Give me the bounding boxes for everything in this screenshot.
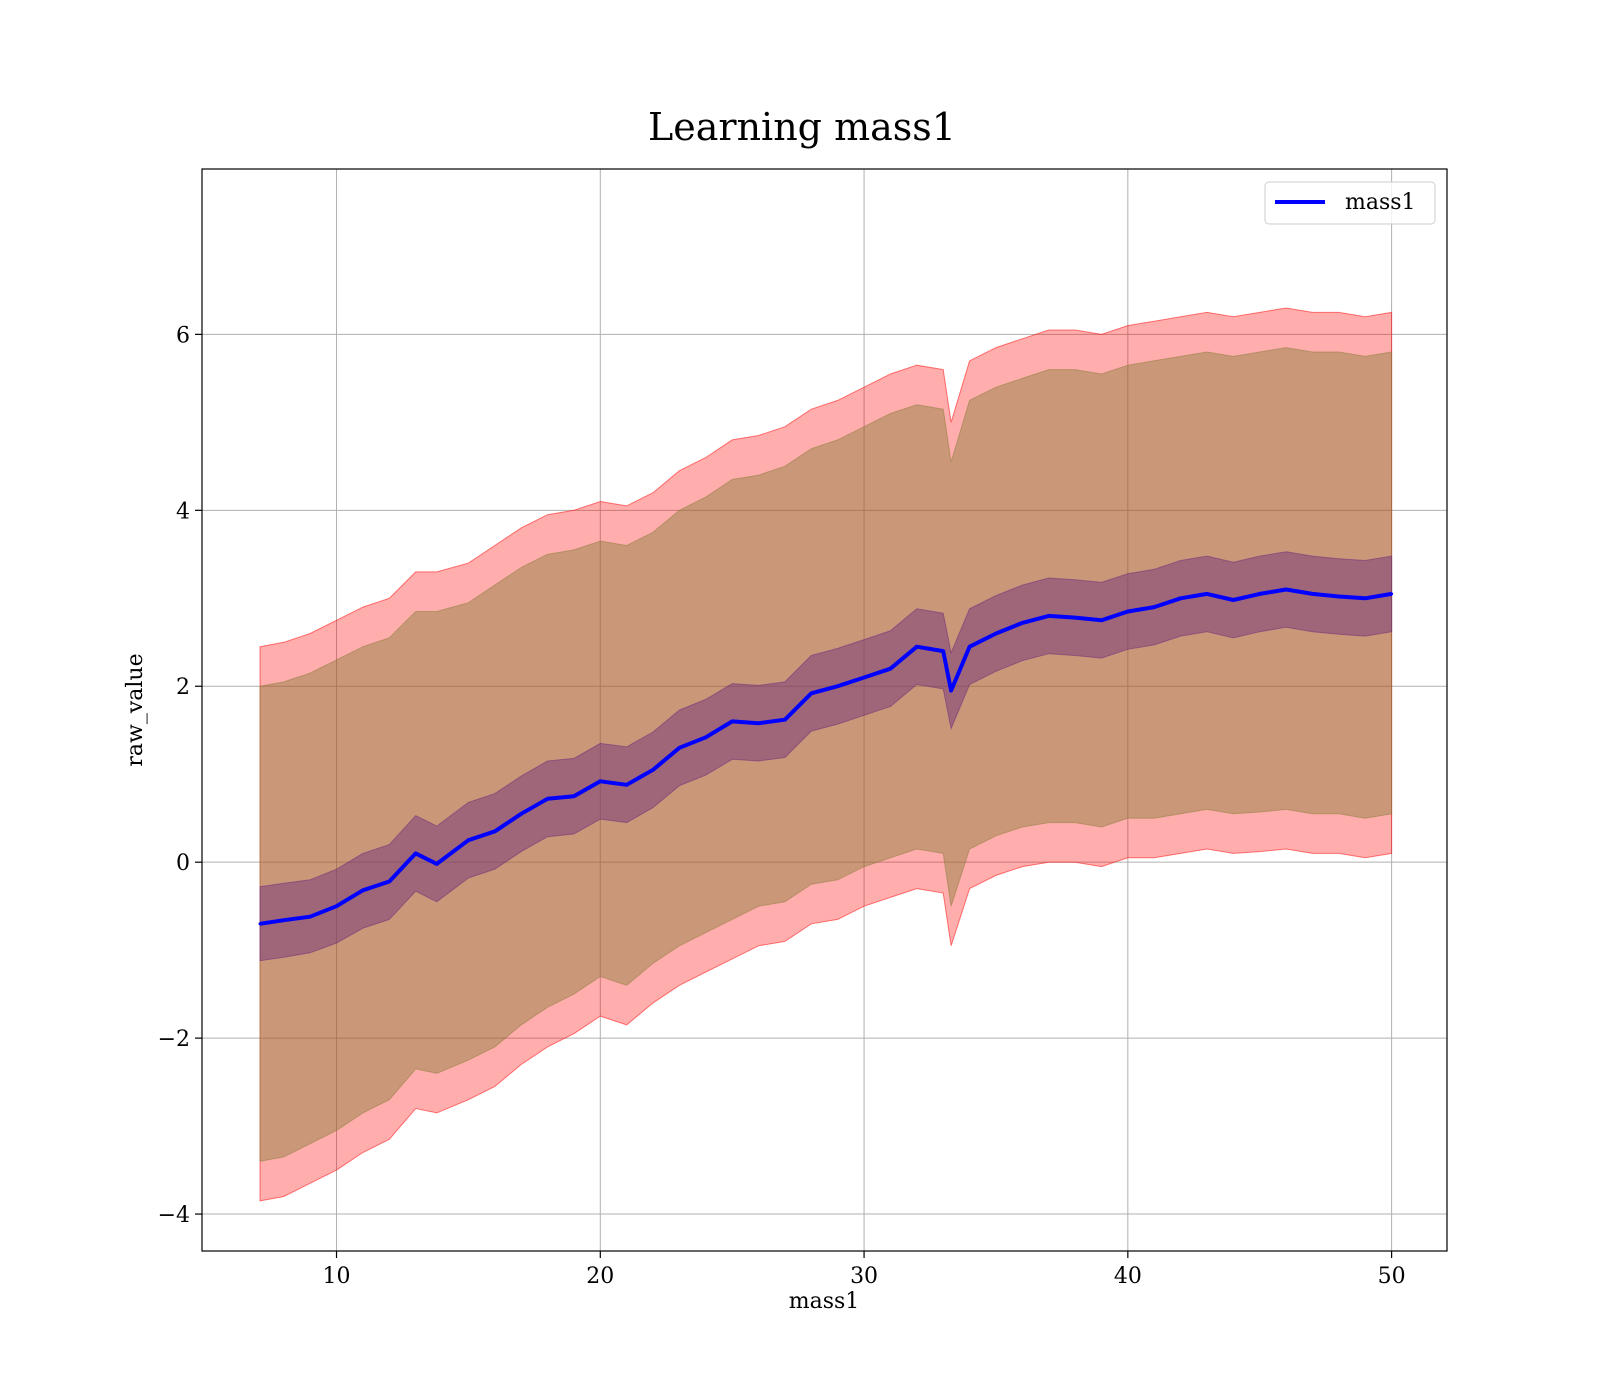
series-point-mass1 xyxy=(1205,592,1209,596)
series-point-mass1 xyxy=(308,915,312,919)
chart-title: Learning mass1 xyxy=(648,105,956,149)
band-outer xyxy=(259,307,1393,1202)
series-point-mass1 xyxy=(1258,592,1262,596)
y-tick-label: −4 xyxy=(158,1203,190,1228)
series-point-mass1 xyxy=(1073,616,1077,620)
series-point-mass1 xyxy=(915,645,919,649)
series-point-mass1 xyxy=(1363,596,1367,600)
series-point-mass1 xyxy=(1047,614,1051,618)
series-point-mass1 xyxy=(572,794,576,798)
y-tick-label: 2 xyxy=(176,675,190,700)
x-tick-label: 30 xyxy=(850,1264,878,1289)
series-point-mass1 xyxy=(1126,610,1130,613)
series-point-mass1 xyxy=(704,735,708,739)
series-point-mass1 xyxy=(1284,588,1288,591)
series-point-mass1 xyxy=(414,851,418,855)
y-axis-label: raw_value xyxy=(123,653,148,766)
series-point-mass1 xyxy=(1390,592,1394,596)
series-point-mass1 xyxy=(949,689,953,693)
x-axis-label: mass1 xyxy=(789,1289,860,1314)
series-point-mass1 xyxy=(1100,618,1103,622)
x-tick-label: 20 xyxy=(586,1264,614,1289)
legend-label-mass1: mass1 xyxy=(1345,190,1416,215)
series-point-mass1 xyxy=(1337,595,1341,598)
band-layer xyxy=(259,307,1393,1202)
x-tick-label: 40 xyxy=(1114,1264,1142,1289)
y-tick-label: 6 xyxy=(176,323,190,348)
series-point-mass1 xyxy=(598,779,602,783)
series-point-mass1 xyxy=(677,746,681,750)
series-point-mass1 xyxy=(361,888,365,892)
series-point-mass1 xyxy=(335,904,338,908)
series-point-mass1 xyxy=(519,812,523,816)
series-point-mass1 xyxy=(258,922,262,926)
series-point-mass1 xyxy=(809,691,813,695)
series-point-mass1 xyxy=(968,645,972,649)
series-point-mass1 xyxy=(435,862,439,866)
series-point-mass1 xyxy=(1179,596,1183,600)
legend-box xyxy=(1264,181,1436,225)
plot-frame xyxy=(201,168,1448,1252)
series-point-mass1 xyxy=(994,632,998,635)
series-point-mass1 xyxy=(888,667,892,671)
y-tick-label: 4 xyxy=(176,499,190,524)
series-point-mass1 xyxy=(466,838,470,842)
plot-area xyxy=(202,169,1447,1251)
x-tick-label: 50 xyxy=(1378,1264,1406,1289)
series-point-mass1 xyxy=(625,783,629,787)
series-point-mass1 xyxy=(757,721,761,725)
series-point-mass1 xyxy=(941,649,945,653)
series-point-mass1 xyxy=(1311,592,1314,596)
series-point-mass1 xyxy=(493,829,497,833)
series-point-mass1 xyxy=(651,768,655,772)
y-tick-label: 0 xyxy=(176,851,190,876)
series-point-mass1 xyxy=(836,684,840,688)
series-point-mass1 xyxy=(1020,621,1024,625)
series-point-mass1 xyxy=(282,918,286,922)
series-point-mass1 xyxy=(862,676,866,679)
series-point-mass1 xyxy=(1231,598,1235,602)
band-middle xyxy=(259,347,1393,1162)
x-tick-label: 10 xyxy=(323,1264,351,1289)
line-layer xyxy=(258,587,1394,926)
series-point-mass1 xyxy=(1152,605,1156,609)
legend: mass1 xyxy=(1264,181,1436,225)
series-point-mass1 xyxy=(546,797,549,801)
y-tick-label: −2 xyxy=(158,1027,190,1052)
tick-layer: 10 20 30 40 50 −4 −2 0 2 4 6 xyxy=(158,323,1406,1289)
series-point-mass1 xyxy=(387,880,391,883)
series-point-mass1 xyxy=(783,718,787,722)
band-inner xyxy=(259,551,1393,962)
series-point-mass1 xyxy=(730,719,734,723)
